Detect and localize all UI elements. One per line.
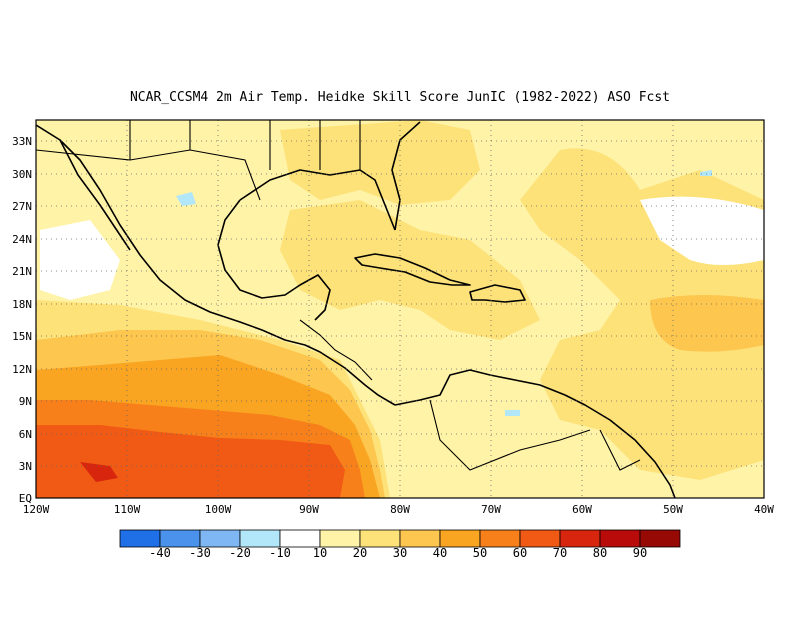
colorbar-label: -30 [189, 546, 211, 560]
colorbar-swatch [279, 529, 321, 548]
x-tick-80w: 80W [390, 503, 410, 516]
skill-region-neg-small-3 [505, 410, 520, 416]
skill-region-east-atlantic-40 [650, 295, 764, 352]
x-tick-110w: 110W [114, 503, 141, 516]
skill-region-high-north [280, 120, 480, 205]
x-tick-50w: 50W [663, 503, 683, 516]
border-us-states [129, 120, 361, 170]
x-tick-40w: 40W [754, 503, 774, 516]
y-tick-21n: 21N [12, 265, 32, 278]
map-frame [35, 119, 765, 499]
y-tick-12n: 12N [12, 363, 32, 376]
colorbar-swatch [439, 529, 481, 548]
colorbar-swatches [119, 529, 681, 548]
border-south-america [429, 399, 641, 471]
skill-region-caribbean [280, 200, 540, 340]
coastline-gulf-of-mexico [217, 199, 331, 321]
colorbar-swatch [119, 529, 161, 548]
colorbar-label: 20 [353, 546, 367, 560]
border-central-america [299, 319, 373, 381]
coastline-north-america [36, 124, 396, 406]
figure-title: NCAR_CCSM4 2m Air Temp. Heidke Skill Sco… [130, 90, 670, 105]
colorbar-label: 60 [513, 546, 527, 560]
skill-region-neg-small-2 [700, 170, 712, 176]
y-tick-30n: 30N [12, 168, 32, 181]
x-axis-ticks: 120W 110W 100W 90W 80W 70W 60W 50W 40W [23, 503, 775, 516]
coastline-baja [59, 139, 131, 251]
colorbar: -40 -30 -20 -10 10 20 30 40 50 60 70 80 … [119, 529, 681, 560]
x-tick-90w: 90W [299, 503, 319, 516]
colorbar-swatch [519, 529, 561, 548]
y-tick-eq: EQ [19, 492, 32, 505]
x-tick-120w: 120W [23, 503, 50, 516]
colorbar-label: 70 [553, 546, 567, 560]
coastline-hispaniola [469, 284, 526, 303]
coastline-florida-atlantic [391, 121, 421, 231]
colorbar-label: -20 [229, 546, 251, 560]
coastline-us-gulf [239, 169, 396, 231]
political-borders [36, 120, 641, 471]
skill-region-gulf-cool [40, 220, 120, 300]
y-tick-18n: 18N [12, 298, 32, 311]
lat-lon-grid [36, 120, 764, 498]
y-tick-24n: 24N [12, 233, 32, 246]
y-tick-33n: 33N [12, 135, 32, 148]
colorbar-label: 50 [473, 546, 487, 560]
colorbar-swatch [639, 529, 681, 548]
colorbar-label: -40 [149, 546, 171, 560]
coastlines [36, 121, 676, 498]
colorbar-swatch [239, 529, 281, 548]
colorbar-label: 80 [593, 546, 607, 560]
colorbar-swatch [399, 529, 441, 548]
coastline-south-america [394, 369, 676, 498]
skill-region-neg-small-1 [176, 192, 196, 206]
colorbar-label: 40 [433, 546, 447, 560]
map-panel [36, 120, 764, 498]
x-tick-60w: 60W [572, 503, 592, 516]
colorbar-swatch [559, 529, 601, 548]
coastline-cuba [354, 253, 471, 286]
colorbar-label: 10 [313, 546, 327, 560]
y-axis-ticks: EQ 3N 6N 9N 12N 15N 18N 21N 24N 27N 30N … [12, 135, 32, 505]
colorbar-swatch [479, 529, 521, 548]
y-tick-27n: 27N [12, 200, 32, 213]
colorbar-labels: -40 -30 -20 -10 10 20 30 40 50 60 70 80 … [149, 546, 647, 560]
colorbar-swatch [599, 529, 641, 548]
y-tick-3n: 3N [19, 460, 32, 473]
colorbar-swatch [159, 529, 201, 548]
colorbar-label: 30 [393, 546, 407, 560]
colorbar-swatch [319, 529, 361, 548]
y-tick-9n: 9N [19, 395, 32, 408]
y-tick-15n: 15N [12, 330, 32, 343]
y-tick-6n: 6N [19, 428, 32, 441]
colorbar-swatch [199, 529, 241, 548]
skill-region-pacific-80 [80, 462, 118, 482]
x-tick-100w: 100W [205, 503, 232, 516]
skill-region-pacific-70 [36, 425, 345, 498]
colorbar-label: -10 [269, 546, 291, 560]
skill-region-atlantic-neutral [640, 196, 764, 265]
colorbar-swatch [359, 529, 401, 548]
x-tick-70w: 70W [481, 503, 501, 516]
skill-score-shading [36, 120, 764, 498]
colorbar-label: 90 [633, 546, 647, 560]
